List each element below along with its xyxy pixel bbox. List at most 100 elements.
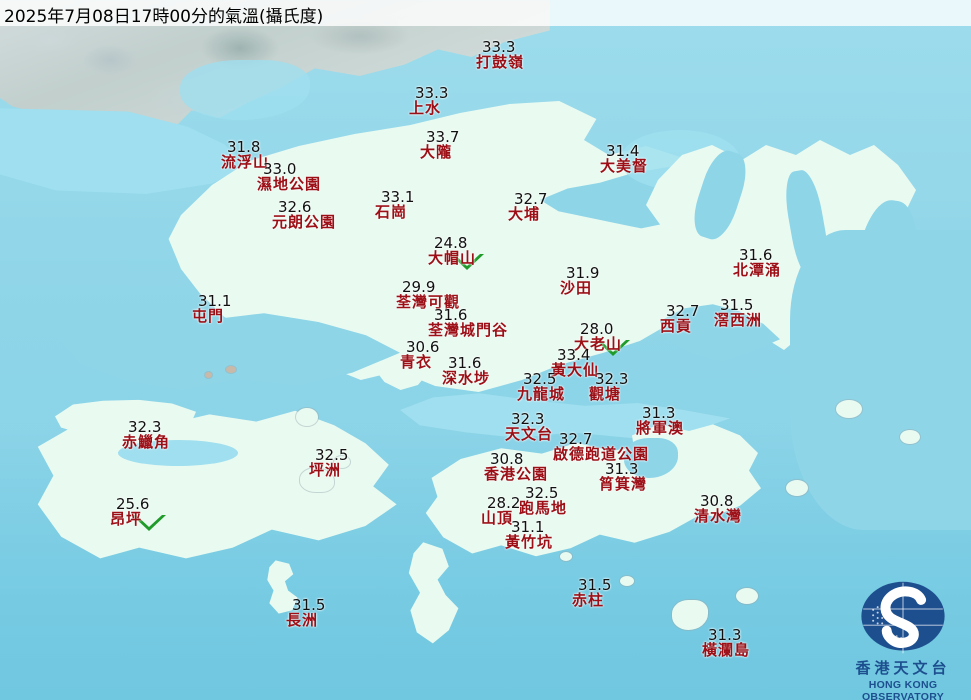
- station-label[interactable]: 28.0 大老山: [574, 322, 622, 352]
- station-name: 大埔: [508, 205, 541, 223]
- hko-name-chinese: 香港天文台: [855, 659, 951, 677]
- station-label[interactable]: 31.3 筲箕灣: [599, 462, 647, 492]
- station-label[interactable]: 32.7 西貢: [660, 304, 699, 334]
- station-temperature: 31.1: [198, 292, 232, 310]
- station-name: 上水: [409, 99, 442, 117]
- station-label[interactable]: 33.3 上水: [409, 86, 448, 116]
- station-label[interactable]: 30.8 清水灣: [694, 494, 742, 524]
- station-name: 滘西洲: [714, 311, 763, 329]
- station-label[interactable]: 32.3 觀塘: [589, 372, 628, 402]
- station-temperature: 32.7: [559, 430, 593, 448]
- station-temperature: 31.5: [578, 576, 612, 594]
- station-label[interactable]: 31.5 長洲: [286, 598, 325, 628]
- station-name: 跑馬地: [519, 499, 568, 517]
- station-name: 元朗公園: [272, 213, 337, 231]
- station-label[interactable]: 33.7 大隴: [420, 130, 459, 160]
- station-temperature: 24.8: [434, 234, 468, 252]
- station-label[interactable]: 31.6 荃灣城門谷: [428, 308, 508, 338]
- station-label[interactable]: 24.8 大帽山: [428, 236, 476, 266]
- station-temperature: 32.3: [128, 418, 162, 436]
- tiny-isle-west-2: [205, 372, 212, 378]
- station-temperature: 31.6: [434, 306, 468, 324]
- station-label[interactable]: 33.1 石崗: [375, 190, 414, 220]
- station-name: 大隴: [420, 143, 453, 161]
- station-name: 觀塘: [589, 385, 622, 403]
- station-label[interactable]: 31.1 黃竹坑: [505, 520, 553, 550]
- station-temperature: 31.3: [708, 626, 742, 644]
- station-label[interactable]: 31.9 沙田: [560, 266, 599, 296]
- station-label[interactable]: 25.6 昂坪: [110, 497, 149, 527]
- station-name: 長洲: [286, 611, 319, 629]
- station-label[interactable]: 31.8 流浮山: [221, 140, 269, 170]
- station-temperature: 33.3: [415, 84, 449, 102]
- station-temperature: 31.5: [292, 596, 326, 614]
- waglan-island: [736, 588, 758, 604]
- station-temperature: 31.6: [448, 354, 482, 372]
- station-temperature: 33.1: [381, 188, 415, 206]
- station-label[interactable]: 31.1 屯門: [192, 294, 231, 324]
- station-name: 橫瀾島: [702, 641, 751, 659]
- station-name: 坪洲: [309, 461, 342, 479]
- station-label[interactable]: 31.6 深水埗: [442, 356, 490, 386]
- station-name: 流浮山: [221, 153, 270, 171]
- station-name: 大老山: [574, 335, 623, 353]
- station-temperature: 25.6: [116, 495, 150, 513]
- airport-channel: [118, 440, 238, 466]
- station-label[interactable]: 33.3 打鼓嶺: [476, 40, 524, 70]
- station-label[interactable]: 32.6 元朗公園: [272, 200, 336, 230]
- station-temperature: 28.0: [580, 320, 614, 338]
- station-label[interactable]: 31.4 大美督: [600, 144, 648, 174]
- station-name: 荃灣城門谷: [428, 321, 509, 339]
- station-label[interactable]: 32.3 赤鱲角: [122, 420, 170, 450]
- station-label[interactable]: 32.3 天文台: [505, 412, 553, 442]
- station-name: 昂坪: [110, 510, 143, 528]
- station-name: 赤鱲角: [122, 433, 171, 451]
- eastern-open-sea: [790, 230, 971, 530]
- station-label[interactable]: 30.6 青衣: [400, 340, 439, 370]
- tiny-isle-west-1: [226, 366, 236, 373]
- station-label[interactable]: 31.3 將軍澳: [636, 406, 684, 436]
- station-label[interactable]: 32.5 九龍城: [517, 372, 565, 402]
- station-temperature: 32.5: [315, 446, 349, 464]
- station-name: 山頂: [481, 509, 514, 527]
- station-temperature: 31.9: [566, 264, 600, 282]
- station-label[interactable]: 32.7 大埔: [508, 192, 547, 222]
- station-label[interactable]: 31.5 赤柱: [572, 578, 611, 608]
- station-label[interactable]: 32.7 啟德跑道公園: [553, 432, 649, 462]
- station-temperature: 30.6: [406, 338, 440, 356]
- station-temperature: 32.6: [278, 198, 312, 216]
- hko-emblem-icon: [861, 581, 945, 654]
- mainland-bay-2: [180, 60, 310, 120]
- station-name: 沙田: [560, 279, 593, 297]
- junk-bay-water: [624, 438, 678, 478]
- small-isle-c: [560, 552, 572, 561]
- station-name: 赤柱: [572, 591, 605, 609]
- station-label[interactable]: 31.3 橫瀾島: [702, 628, 750, 658]
- station-temperature: 32.5: [525, 484, 559, 502]
- station-temperature: 32.5: [523, 370, 557, 388]
- page-title: 2025年7月08日17時00分的氣溫(攝氏度): [4, 7, 324, 27]
- peng-chau-island: [296, 408, 318, 426]
- hko-name-english: HONG KONG OBSERVATORY: [861, 679, 945, 700]
- station-label[interactable]: 33.4 黃大仙: [551, 348, 599, 378]
- hei-ling-chau-island: [300, 468, 334, 492]
- station-label[interactable]: 30.8 香港公園: [484, 452, 548, 482]
- station-name: 將軍澳: [636, 419, 685, 437]
- station-name: 大帽山: [428, 249, 477, 267]
- station-label[interactable]: 28.2 山頂: [481, 496, 520, 526]
- station-name: 打鼓嶺: [476, 53, 525, 71]
- station-temperature: 30.8: [700, 492, 734, 510]
- station-temperature: 31.3: [605, 460, 639, 478]
- tung-lung-chau: [786, 480, 808, 496]
- station-temperature: 29.9: [402, 278, 436, 296]
- station-label[interactable]: 32.5 跑馬地: [519, 486, 567, 516]
- station-temperature: 32.3: [511, 410, 545, 428]
- isle-east-1: [836, 400, 862, 418]
- station-label[interactable]: 31.5 滘西洲: [714, 298, 762, 328]
- isle-east-2: [900, 430, 920, 444]
- station-label[interactable]: 33.0 濕地公園: [257, 162, 321, 192]
- station-label[interactable]: 29.9 荃灣可觀: [396, 280, 460, 310]
- station-name: 屯門: [192, 307, 225, 325]
- station-label[interactable]: 32.5 坪洲: [309, 448, 348, 478]
- station-label[interactable]: 31.6 北潭涌: [733, 248, 781, 278]
